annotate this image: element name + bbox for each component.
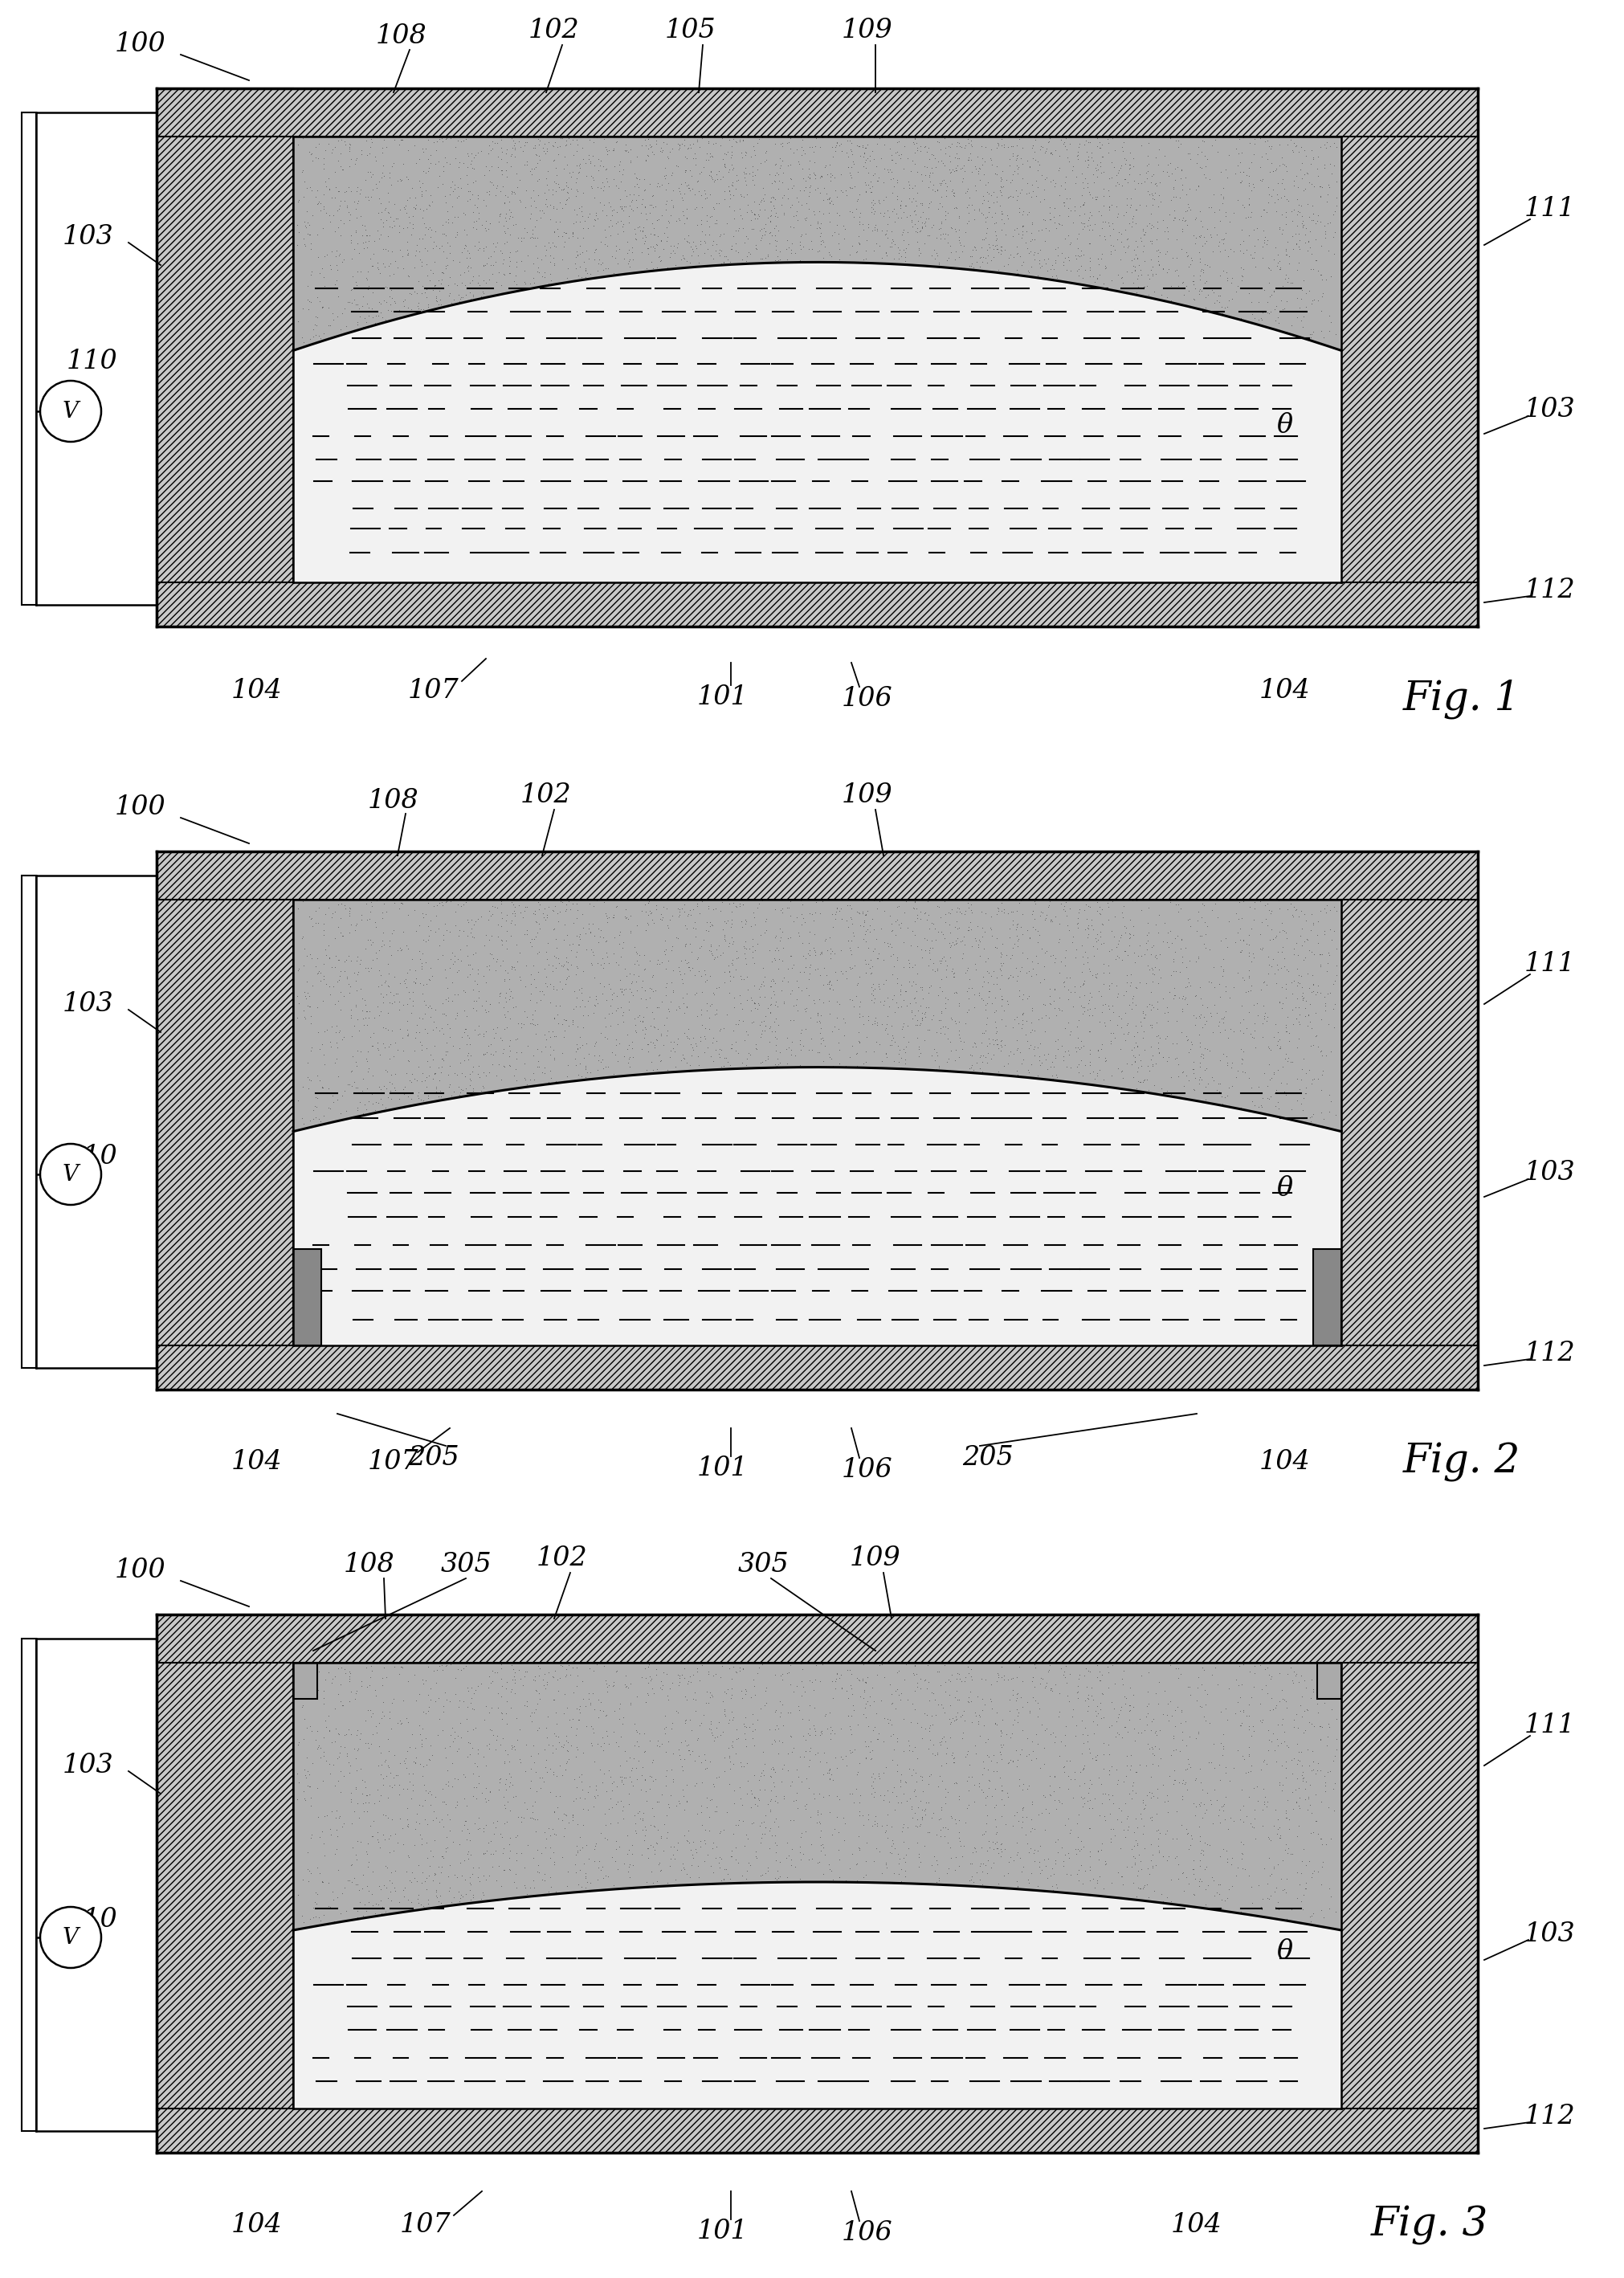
Text: 104: 104: [1260, 679, 1311, 704]
Text: 111: 111: [1525, 196, 1575, 221]
Text: 110: 110: [67, 1144, 119, 1169]
Text: θ: θ: [1276, 1175, 1293, 1203]
Text: 100: 100: [115, 795, 166, 820]
Text: 101: 101: [697, 2219, 749, 2244]
Bar: [156, 1346, 1478, 1390]
Text: 104: 104: [1260, 1449, 1311, 1474]
Text: V: V: [63, 401, 78, 421]
Circle shape: [41, 1144, 101, 1205]
Text: 103: 103: [1525, 396, 1575, 421]
Text: 103: 103: [1525, 1160, 1575, 1185]
Text: 104: 104: [1171, 2212, 1223, 2237]
Bar: [1341, 1615, 1478, 2153]
Text: 103: 103: [1525, 1920, 1575, 1948]
Text: 305: 305: [737, 1551, 789, 1579]
Text: 106: 106: [841, 2221, 893, 2246]
Text: 107: 107: [369, 1449, 419, 1474]
Bar: [156, 2109, 1478, 2153]
Bar: [156, 852, 1478, 900]
Circle shape: [41, 1907, 101, 1968]
Text: 107: 107: [400, 2212, 451, 2237]
Text: 112: 112: [1525, 2103, 1575, 2130]
Text: 109: 109: [841, 18, 893, 43]
Text: 109: 109: [849, 1544, 901, 1572]
Polygon shape: [294, 262, 1341, 583]
Text: 112: 112: [1525, 1342, 1575, 1367]
Text: 112: 112: [1525, 579, 1575, 604]
Polygon shape: [294, 137, 1341, 351]
Bar: [1317, 1663, 1341, 1699]
Text: 108: 108: [344, 1551, 395, 1579]
Text: 106: 106: [841, 1458, 893, 1483]
Bar: [156, 583, 1478, 626]
Bar: [294, 1248, 322, 1346]
Bar: [156, 852, 294, 1390]
Bar: [21, 1638, 36, 2130]
Polygon shape: [294, 1663, 1341, 1929]
Text: Fig. 1: Fig. 1: [1403, 679, 1520, 718]
Bar: [1341, 852, 1478, 1390]
Text: θ: θ: [1276, 1939, 1293, 1964]
Text: 205: 205: [963, 1444, 1013, 1472]
Text: 110: 110: [67, 1907, 119, 1932]
Text: 100: 100: [115, 32, 166, 57]
Text: V: V: [63, 1927, 78, 1948]
Text: 110: 110: [67, 349, 119, 374]
Text: 102: 102: [528, 18, 580, 43]
Text: 100: 100: [115, 1558, 166, 1583]
Text: Fig. 3: Fig. 3: [1371, 2205, 1489, 2244]
Text: 111: 111: [1525, 950, 1575, 977]
Bar: [1314, 1248, 1341, 1346]
Bar: [156, 1615, 1478, 1663]
Text: 104: 104: [231, 2212, 283, 2237]
Text: 101: 101: [697, 683, 749, 711]
Text: V: V: [63, 1164, 78, 1185]
Text: 305: 305: [440, 1551, 492, 1579]
Text: θ: θ: [1276, 412, 1293, 440]
Text: 102: 102: [536, 1544, 588, 1572]
Text: 104: 104: [231, 1449, 283, 1474]
Text: 104: 104: [231, 679, 283, 704]
Text: 109: 109: [841, 781, 893, 809]
Text: 205: 205: [408, 1444, 460, 1472]
Circle shape: [41, 380, 101, 442]
Text: 105: 105: [666, 18, 716, 43]
Text: 107: 107: [408, 679, 460, 704]
Polygon shape: [294, 900, 1341, 1132]
Text: 103: 103: [63, 1752, 114, 1779]
Bar: [1341, 89, 1478, 626]
Text: 111: 111: [1525, 1713, 1575, 1738]
Text: Fig. 2: Fig. 2: [1403, 1442, 1520, 1481]
Polygon shape: [294, 1066, 1341, 1346]
Bar: [21, 875, 36, 1367]
Text: 108: 108: [377, 23, 427, 50]
Text: 102: 102: [521, 781, 572, 809]
Polygon shape: [294, 1882, 1341, 2109]
Text: 108: 108: [369, 788, 419, 813]
Bar: [156, 89, 1478, 137]
Bar: [156, 89, 294, 626]
Text: 103: 103: [63, 991, 114, 1016]
Bar: [294, 1663, 317, 1699]
Bar: [156, 1615, 294, 2153]
Text: 103: 103: [63, 223, 114, 251]
Bar: [21, 112, 36, 606]
Text: 106: 106: [841, 686, 893, 711]
Text: 101: 101: [697, 1456, 749, 1481]
